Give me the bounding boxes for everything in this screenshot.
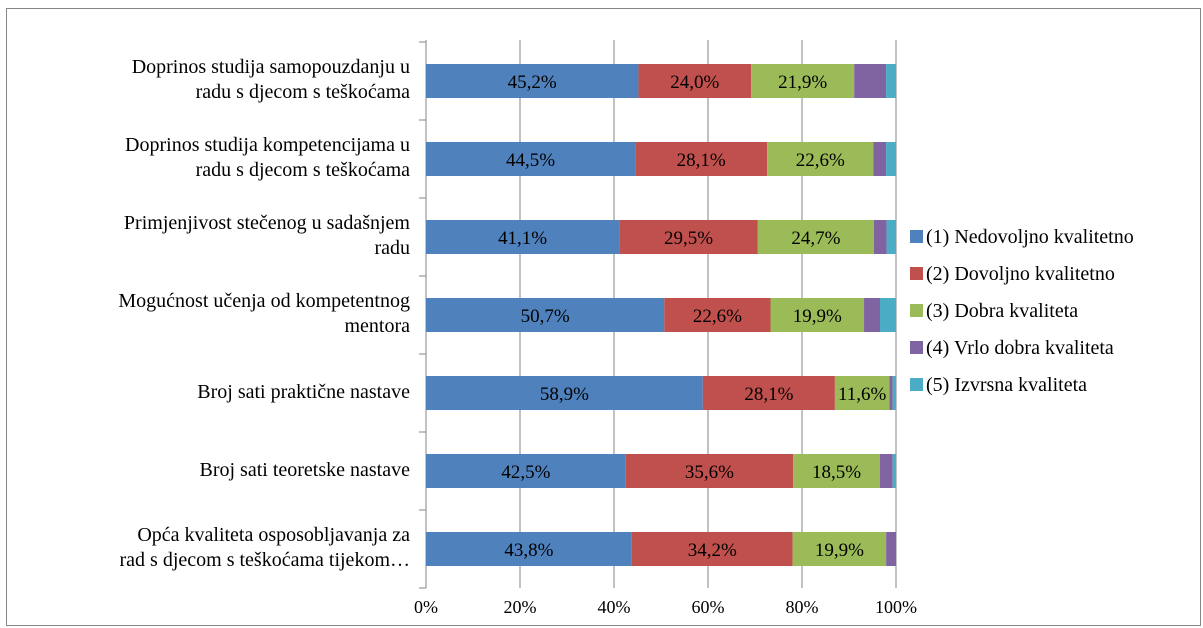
data-label: 24,0%	[670, 72, 719, 93]
bar-segment	[892, 376, 896, 410]
bar-segment	[892, 454, 896, 488]
data-label: 19,9%	[793, 306, 842, 327]
legend-swatch	[910, 267, 923, 281]
bar-segment	[426, 64, 639, 98]
legend-item: (4) Vrlo dobra kvaliteta	[910, 330, 1134, 367]
legend-swatch	[910, 378, 923, 392]
bar-segment	[638, 64, 752, 98]
legend-item: (2) Dovoljno kvalitetno	[910, 256, 1134, 293]
bar-segment	[864, 298, 881, 332]
x-tick-label: 40%	[598, 597, 631, 617]
bar-segment	[757, 220, 874, 254]
bar-segment	[770, 298, 865, 332]
x-tick-label: 60%	[692, 597, 725, 617]
data-label: 19,9%	[815, 540, 864, 561]
bar-segment	[426, 454, 626, 488]
x-tick-label: 20%	[504, 597, 537, 617]
bar-segment	[664, 298, 771, 332]
data-label: 24,7%	[791, 228, 840, 249]
data-label: 34,2%	[688, 540, 737, 561]
bar-segment	[426, 532, 632, 566]
data-label: 35,6%	[685, 462, 734, 483]
category-label: Broj sati praktične nastave	[197, 380, 410, 403]
category-label: Mogućnost učenja od kompetentnog mentora	[118, 290, 410, 337]
bar-segment	[702, 376, 835, 410]
bar-segment	[619, 220, 758, 254]
data-label: 22,6%	[693, 306, 742, 327]
legend-label: (1) Nedovoljno kvalitetno	[926, 226, 1134, 248]
legend-swatch	[910, 341, 923, 355]
data-label: 42,5%	[501, 462, 550, 483]
category-label: Broj sati teoretske nastave	[199, 458, 411, 481]
legend-swatch	[910, 304, 923, 318]
bar-segment	[834, 376, 890, 410]
legend-label: (2) Dovoljno kvalitetno	[926, 263, 1115, 285]
bar-segment	[880, 454, 893, 488]
x-tick-label: 100%	[875, 597, 917, 617]
bar-segment	[793, 454, 881, 488]
bar-segment	[889, 376, 893, 410]
legend-item: (3) Dobra kvaliteta	[910, 293, 1134, 330]
category-label: Doprinos studija kompetencijama u radu s…	[125, 134, 410, 181]
bar-segment	[886, 220, 896, 254]
bar-segment	[625, 454, 794, 488]
bar-segment	[426, 142, 636, 176]
bar-segment	[880, 298, 896, 332]
bar-segment	[631, 532, 793, 566]
data-label: 21,9%	[778, 72, 827, 93]
data-label: 11,6%	[838, 384, 887, 405]
data-label: 28,1%	[677, 150, 726, 171]
data-label: 41,1%	[498, 228, 547, 249]
data-label: 50,7%	[521, 306, 570, 327]
bar-segment	[873, 142, 887, 176]
category-label: Doprinos studija samopouzdanju u radu s …	[131, 56, 410, 103]
bar-segment	[854, 64, 887, 98]
data-label: 58,9%	[540, 384, 589, 405]
legend-item: (1) Nedovoljno kvalitetno	[910, 219, 1134, 256]
bar-segment	[426, 376, 703, 410]
data-label: 28,1%	[744, 384, 793, 405]
x-tick-label: 80%	[786, 597, 819, 617]
data-label: 22,6%	[796, 150, 845, 171]
legend: (1) Nedovoljno kvalitetno (2) Dovoljno kv…	[910, 219, 1134, 404]
data-label: 43,8%	[504, 540, 553, 561]
bar-segment	[426, 220, 620, 254]
bar-segment	[635, 142, 768, 176]
bar-segment	[751, 64, 855, 98]
legend-label: (4) Vrlo dobra kvaliteta	[926, 337, 1114, 359]
legend-item: (5) Izvrsna kvaliteta	[910, 367, 1134, 404]
data-label: 45,2%	[508, 72, 557, 93]
bar-segment	[886, 142, 896, 176]
bar-segment	[767, 142, 874, 176]
bar-segment	[886, 64, 896, 98]
bar-segment	[886, 532, 896, 566]
legend-label: (5) Izvrsna kvaliteta	[926, 374, 1088, 396]
category-label: Opća kvaliteta osposobljavanja za rad s …	[119, 524, 410, 571]
bar-segment	[792, 532, 887, 566]
category-label: Primjenjivost stečenog u sadašnjem radu	[123, 212, 410, 259]
data-label: 44,5%	[506, 150, 555, 171]
x-tick-label: 0%	[414, 597, 438, 617]
legend-label: (3) Dobra kvaliteta	[926, 300, 1079, 322]
data-label: 18,5%	[812, 462, 861, 483]
data-label: 29,5%	[664, 228, 713, 249]
bar-segment	[426, 298, 665, 332]
bar-segment	[873, 220, 887, 254]
legend-swatch	[910, 230, 923, 244]
